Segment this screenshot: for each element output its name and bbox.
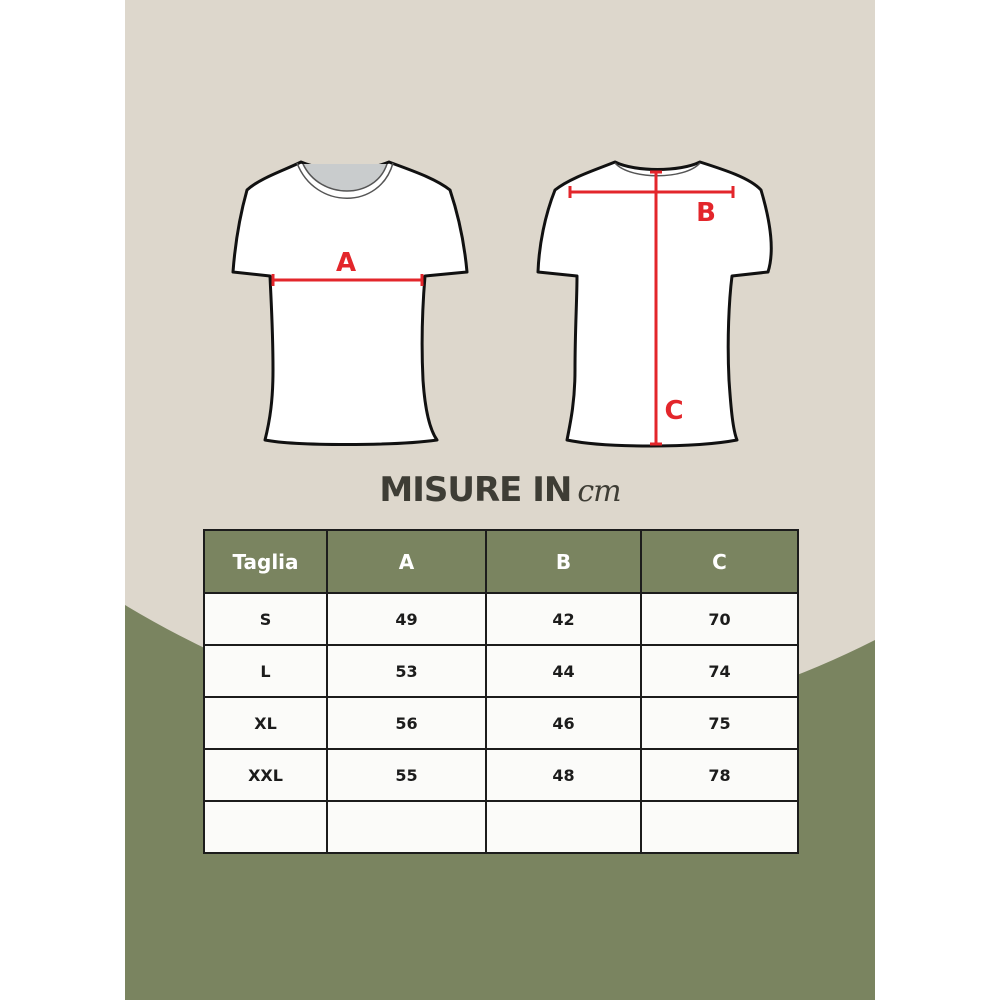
cell-c: 75 <box>640 696 799 750</box>
header-c: C <box>640 529 799 594</box>
table-row: XXL 55 48 78 <box>203 748 799 802</box>
label-a: A <box>336 248 356 278</box>
size-chart: A B C MISURE IN cm Taglia A B C S 49 42 70 L… <box>125 0 875 1000</box>
cell-size: L <box>203 644 328 698</box>
table-header-row: Taglia A B C <box>203 529 799 594</box>
cell-b <box>485 800 642 854</box>
cell-c: 78 <box>640 748 799 802</box>
cell-size: XL <box>203 696 328 750</box>
table-row: L 53 44 74 <box>203 644 799 698</box>
title-unit: cm <box>577 474 621 509</box>
cell-size: S <box>203 592 328 646</box>
measure-lines <box>271 170 735 446</box>
cell-b: 46 <box>485 696 642 750</box>
cell-c: 74 <box>640 644 799 698</box>
cell-size <box>203 800 328 854</box>
size-table: Taglia A B C S 49 42 70 L 53 44 74 XL 56 46 75 XX… <box>203 529 799 854</box>
header-size: Taglia <box>203 529 328 594</box>
cell-size: XXL <box>203 748 328 802</box>
cell-a: 53 <box>326 644 487 698</box>
header-b: B <box>485 529 642 594</box>
cell-b: 42 <box>485 592 642 646</box>
table-row: S 49 42 70 <box>203 592 799 646</box>
cell-a: 49 <box>326 592 487 646</box>
title-main: MISURE IN <box>379 470 572 510</box>
cell-b: 48 <box>485 748 642 802</box>
cell-c <box>640 800 799 854</box>
cell-a <box>326 800 487 854</box>
table-row: XL 56 46 75 <box>203 696 799 750</box>
cell-b: 44 <box>485 644 642 698</box>
page-title: MISURE IN cm <box>125 470 875 510</box>
cell-a: 56 <box>326 696 487 750</box>
tshirt-diagram: A B C <box>231 160 773 448</box>
front-tshirt <box>231 160 469 446</box>
table-row-empty <box>203 800 799 854</box>
label-b: B <box>696 198 716 228</box>
header-a: A <box>326 529 487 594</box>
cell-c: 70 <box>640 592 799 646</box>
label-c: C <box>664 396 683 426</box>
cell-a: 55 <box>326 748 487 802</box>
